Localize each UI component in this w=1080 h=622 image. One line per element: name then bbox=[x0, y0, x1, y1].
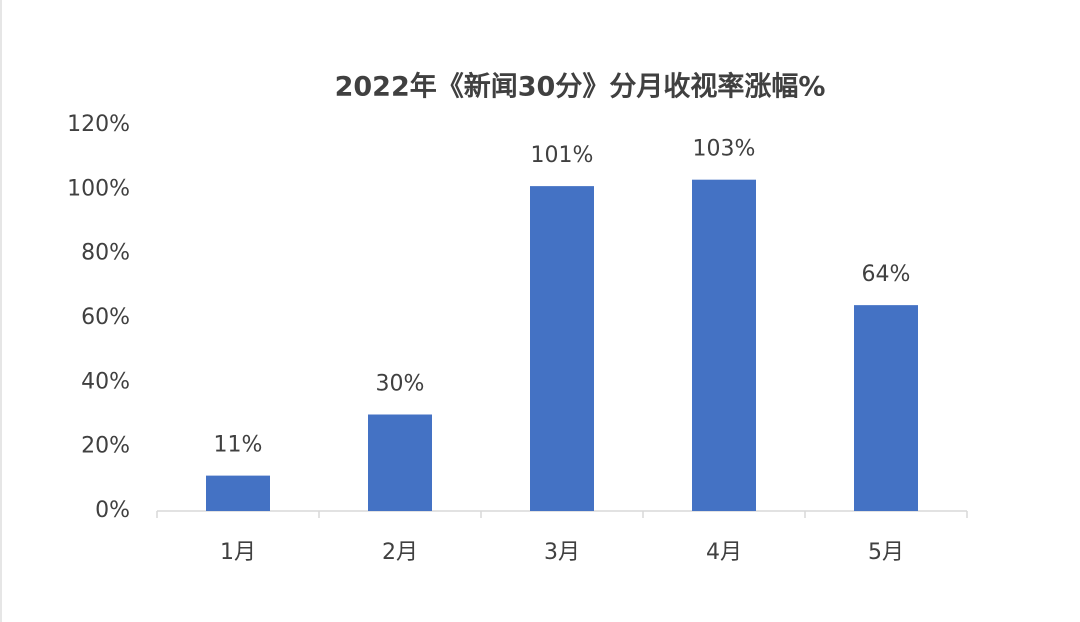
y-tick-label: 80% bbox=[81, 241, 130, 266]
y-tick-label: 60% bbox=[81, 305, 130, 330]
y-tick-label: 120% bbox=[67, 112, 130, 137]
chart-title: 2022年《新闻30分》分月收视率涨幅% bbox=[335, 71, 826, 103]
value-label: 101% bbox=[531, 143, 594, 168]
bar bbox=[368, 414, 432, 511]
value-label: 64% bbox=[862, 262, 911, 287]
bar bbox=[206, 475, 270, 511]
y-tick-label: 100% bbox=[67, 176, 130, 201]
value-label: 30% bbox=[376, 372, 425, 397]
value-label: 11% bbox=[214, 433, 263, 458]
y-tick-label: 20% bbox=[81, 434, 130, 459]
bar bbox=[530, 186, 594, 511]
x-tick-label: 5月 bbox=[868, 540, 904, 565]
bar bbox=[854, 305, 918, 511]
x-tick-label: 4月 bbox=[706, 540, 742, 565]
x-tick-label: 2月 bbox=[382, 540, 418, 565]
x-tick-label: 1月 bbox=[220, 540, 256, 565]
y-tick-label: 40% bbox=[81, 369, 130, 394]
x-tick-label: 3月 bbox=[544, 540, 580, 565]
bar bbox=[692, 179, 756, 511]
value-label: 103% bbox=[693, 137, 756, 162]
y-tick-label: 0% bbox=[95, 498, 130, 523]
